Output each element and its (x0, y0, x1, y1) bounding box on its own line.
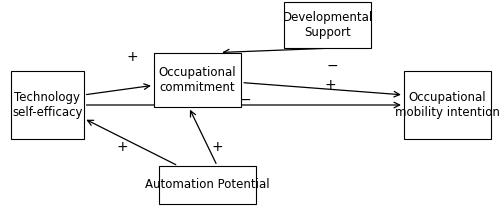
Text: −: − (239, 93, 251, 107)
Text: Developmental
Support: Developmental Support (282, 11, 372, 39)
Text: +: + (116, 140, 128, 154)
FancyBboxPatch shape (159, 166, 256, 204)
FancyBboxPatch shape (154, 52, 241, 107)
Text: Occupational
mobility intention: Occupational mobility intention (395, 91, 500, 119)
Text: Automation Potential: Automation Potential (145, 178, 270, 191)
FancyBboxPatch shape (404, 71, 491, 139)
FancyBboxPatch shape (12, 71, 84, 139)
Text: +: + (212, 140, 224, 154)
Text: Occupational
commitment: Occupational commitment (158, 66, 236, 94)
Text: Technology
self-efficacy: Technology self-efficacy (12, 91, 83, 119)
Text: +: + (126, 50, 138, 64)
FancyBboxPatch shape (284, 2, 371, 48)
Text: +: + (324, 78, 336, 92)
Text: −: − (326, 59, 338, 73)
